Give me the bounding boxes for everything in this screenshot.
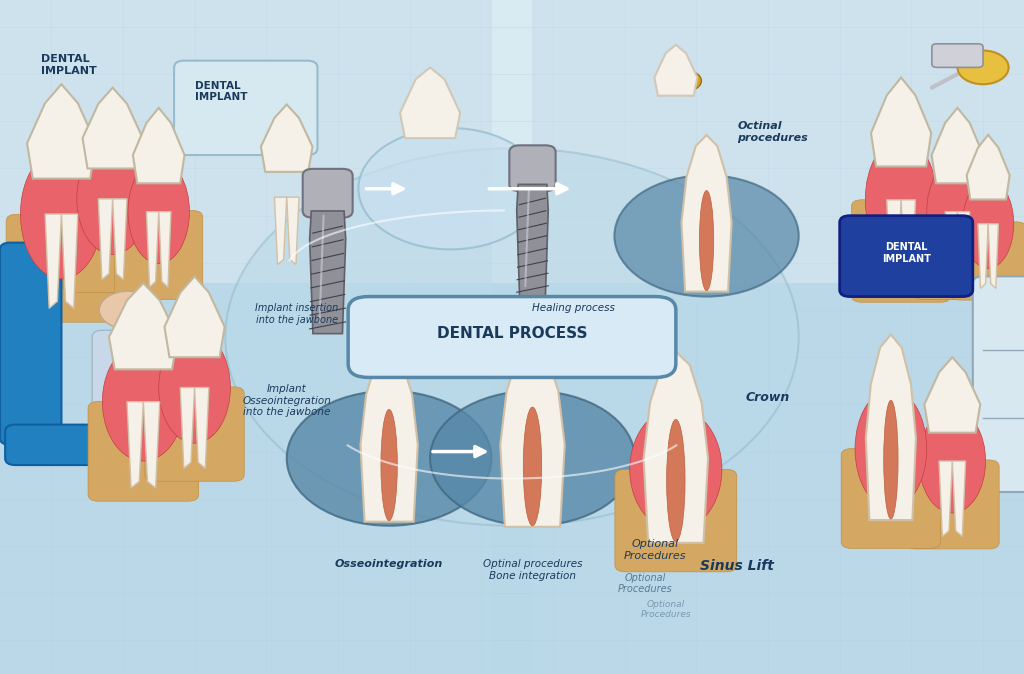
Text: Octinal
procedures: Octinal procedures xyxy=(737,121,808,143)
FancyBboxPatch shape xyxy=(88,402,199,501)
FancyBboxPatch shape xyxy=(348,297,676,377)
Text: Sinus Lift: Sinus Lift xyxy=(700,559,774,574)
Text: Implant insertion
into the jawbone: Implant insertion into the jawbone xyxy=(255,303,339,325)
Polygon shape xyxy=(133,108,184,183)
Polygon shape xyxy=(113,199,127,280)
FancyBboxPatch shape xyxy=(905,460,999,549)
FancyBboxPatch shape xyxy=(614,469,737,572)
FancyBboxPatch shape xyxy=(0,0,492,674)
Ellipse shape xyxy=(699,191,714,290)
Polygon shape xyxy=(682,135,731,292)
Ellipse shape xyxy=(159,332,230,443)
FancyBboxPatch shape xyxy=(115,210,203,299)
Polygon shape xyxy=(988,224,998,288)
Polygon shape xyxy=(866,334,915,520)
Polygon shape xyxy=(165,276,224,357)
Polygon shape xyxy=(287,197,299,265)
Polygon shape xyxy=(309,211,346,334)
Polygon shape xyxy=(45,214,61,309)
Polygon shape xyxy=(360,348,418,522)
FancyBboxPatch shape xyxy=(145,387,244,481)
Circle shape xyxy=(358,128,543,249)
Polygon shape xyxy=(501,341,565,527)
Polygon shape xyxy=(901,200,915,289)
Text: Implant
Osseointegration
into the jawbone: Implant Osseointegration into the jawbon… xyxy=(243,384,331,417)
Text: DENTAL
IMPLANT: DENTAL IMPLANT xyxy=(195,81,247,102)
Polygon shape xyxy=(143,402,160,488)
Circle shape xyxy=(225,148,799,526)
Ellipse shape xyxy=(77,144,148,255)
Ellipse shape xyxy=(963,179,1014,268)
FancyBboxPatch shape xyxy=(840,216,973,297)
Ellipse shape xyxy=(855,390,927,508)
Text: Crown: Crown xyxy=(745,391,791,404)
Ellipse shape xyxy=(927,160,988,264)
Polygon shape xyxy=(925,357,980,433)
Polygon shape xyxy=(871,78,931,166)
Polygon shape xyxy=(98,199,113,280)
Text: Optional
Procedures: Optional Procedures xyxy=(617,573,673,594)
Polygon shape xyxy=(195,388,209,468)
FancyBboxPatch shape xyxy=(842,449,940,549)
Ellipse shape xyxy=(523,407,542,526)
Polygon shape xyxy=(957,212,970,287)
Polygon shape xyxy=(887,200,901,289)
Polygon shape xyxy=(180,388,195,468)
Polygon shape xyxy=(517,185,548,297)
Ellipse shape xyxy=(381,409,397,520)
Ellipse shape xyxy=(630,408,722,530)
Polygon shape xyxy=(932,108,983,183)
Text: Optinal procedures
Bone integration: Optinal procedures Bone integration xyxy=(482,559,583,581)
FancyBboxPatch shape xyxy=(973,276,1024,492)
Circle shape xyxy=(287,391,492,526)
Polygon shape xyxy=(159,212,171,287)
Ellipse shape xyxy=(20,149,102,279)
FancyBboxPatch shape xyxy=(0,0,1024,283)
Ellipse shape xyxy=(102,342,184,461)
Ellipse shape xyxy=(865,139,937,261)
Circle shape xyxy=(430,391,635,526)
Circle shape xyxy=(99,291,157,329)
Polygon shape xyxy=(83,88,142,168)
Polygon shape xyxy=(274,197,287,265)
Ellipse shape xyxy=(667,419,685,542)
Text: Optional
Procedures: Optional Procedures xyxy=(624,539,687,561)
FancyBboxPatch shape xyxy=(913,210,1001,299)
FancyBboxPatch shape xyxy=(950,222,1024,300)
Ellipse shape xyxy=(884,400,898,519)
Text: Optional
Procedures: Optional Procedures xyxy=(640,600,691,619)
Text: Osseointegration: Osseointegration xyxy=(335,559,443,570)
Circle shape xyxy=(671,71,701,91)
Polygon shape xyxy=(27,84,96,179)
Text: DENTAL PROCESS: DENTAL PROCESS xyxy=(437,326,587,341)
Polygon shape xyxy=(978,224,988,288)
Text: Healing process: Healing process xyxy=(532,303,614,313)
FancyBboxPatch shape xyxy=(932,44,983,67)
FancyBboxPatch shape xyxy=(0,243,61,445)
Polygon shape xyxy=(400,67,460,138)
FancyBboxPatch shape xyxy=(532,0,1024,674)
Polygon shape xyxy=(109,283,178,369)
Polygon shape xyxy=(261,104,312,172)
Polygon shape xyxy=(127,402,143,488)
Text: DENTAL
IMPLANT: DENTAL IMPLANT xyxy=(882,242,931,264)
Polygon shape xyxy=(146,212,159,287)
Circle shape xyxy=(957,51,1009,84)
Ellipse shape xyxy=(920,409,985,513)
FancyBboxPatch shape xyxy=(92,330,164,492)
FancyBboxPatch shape xyxy=(852,200,950,302)
Ellipse shape xyxy=(128,160,189,264)
Circle shape xyxy=(614,175,799,297)
FancyBboxPatch shape xyxy=(6,214,117,322)
Text: DENTAL
IMPLANT: DENTAL IMPLANT xyxy=(41,54,96,75)
FancyBboxPatch shape xyxy=(174,61,317,155)
Polygon shape xyxy=(945,212,957,287)
Polygon shape xyxy=(644,352,709,543)
FancyBboxPatch shape xyxy=(62,198,162,293)
Polygon shape xyxy=(967,135,1010,200)
Polygon shape xyxy=(61,214,78,309)
FancyBboxPatch shape xyxy=(303,168,352,218)
Polygon shape xyxy=(939,461,952,537)
Polygon shape xyxy=(654,44,697,96)
